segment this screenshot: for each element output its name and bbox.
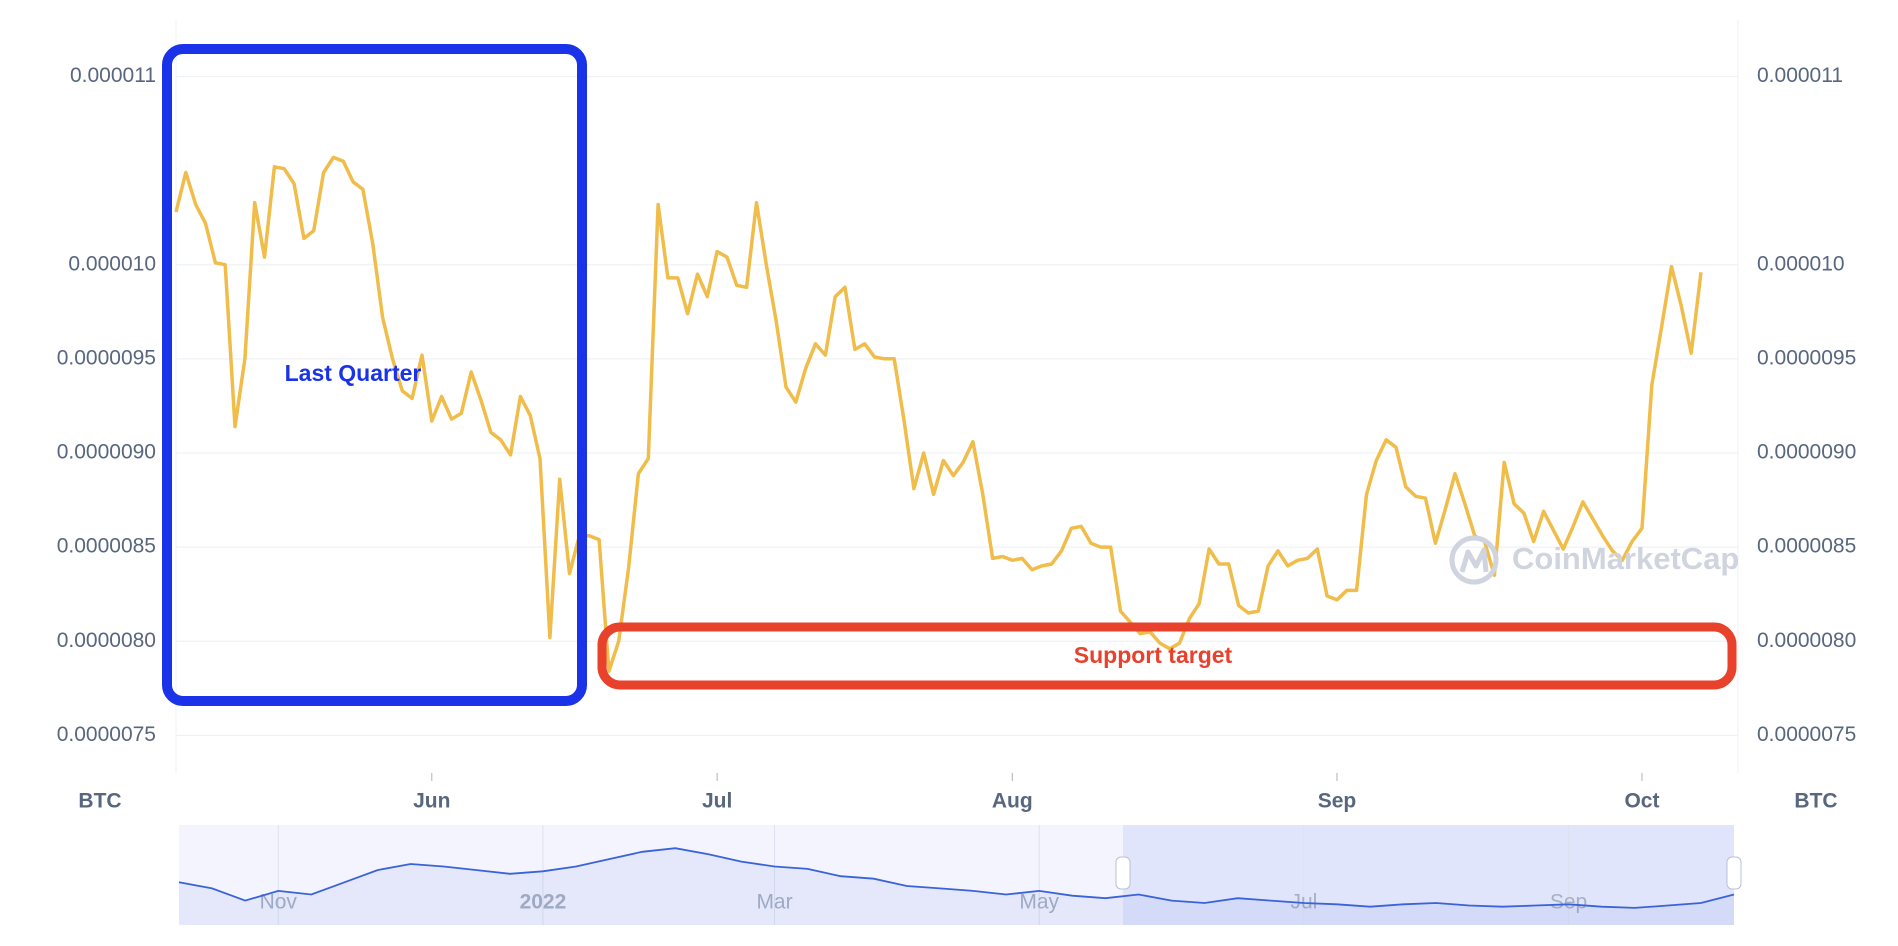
y-tick-label: 0.0000090 [57,441,156,464]
y-tick-label-right: 0.000010 [1757,252,1845,275]
price-line [174,155,1703,674]
x-tick-label: Jul [702,790,732,813]
y-tick-label: 0.000011 [70,64,156,87]
y-tick-label-right: 0.000011 [1757,64,1843,87]
y-tick-label-right: 0.0000080 [1757,629,1856,652]
annotation: Last Quarter [285,360,422,386]
navigator-label: Sep [1550,891,1587,914]
y-tick-label-right: 0.0000085 [1757,535,1856,558]
y-tick-label: 0.0000095 [57,346,156,369]
watermark: CoinMarketCap [1449,535,1739,585]
y-tick-label: 0.0000075 [57,723,156,746]
navigator-label: May [1019,891,1059,914]
y-tick-label: 0.0000080 [57,629,156,652]
navigator-label: Mar [756,891,792,914]
navigator-handle[interactable] [1115,856,1131,890]
watermark-logo [1459,547,1489,573]
y-tick-label: 0.000010 [68,252,156,275]
y-tick-label-right: 0.0000095 [1757,346,1856,369]
annotation: Support target [1074,642,1233,668]
watermark-text: CoinMarketCap [1512,541,1739,576]
navigator-label: Jul [1290,891,1317,914]
x-tick-label: Aug [992,790,1033,813]
y-tick-label: 0.0000085 [57,535,156,558]
navigator-handle[interactable] [1726,856,1742,890]
x-tick-label: Oct [1624,790,1659,813]
watermark-logo [1449,535,1499,585]
y-tick-label-right: 0.0000090 [1757,441,1856,464]
unit-label: BTC [78,790,121,813]
navigator-label: 2022 [520,891,567,914]
y-tick-label-right: 0.0000075 [1757,723,1856,746]
x-tick-label: Jun [413,790,450,813]
unit-label: BTC [1794,790,1837,813]
navigator-label: Nov [260,891,298,914]
navigator-line [178,847,1735,909]
support-box [597,622,1737,690]
highlight-box [162,44,587,706]
x-tick-label: Sep [1318,790,1357,813]
